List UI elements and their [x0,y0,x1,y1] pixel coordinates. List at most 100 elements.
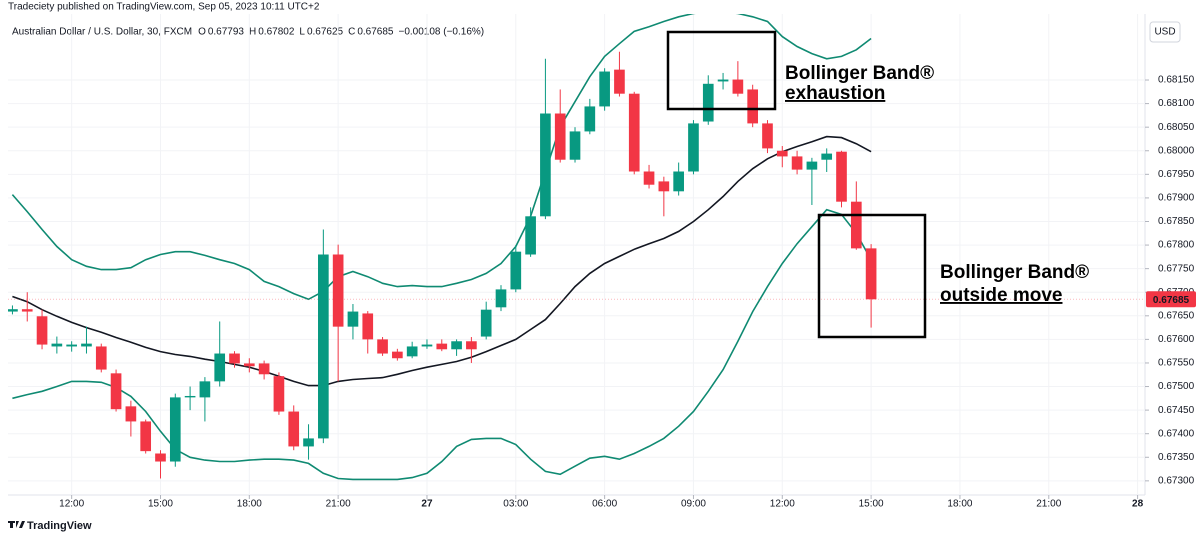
candle-body [406,346,418,357]
y-tick-label: 0.67600 [1158,334,1195,345]
candle-body [66,344,77,347]
x-tick-label: 15:00 [859,499,884,510]
candle-body [732,79,744,94]
candle-body [199,381,211,398]
y-tick-label: 0.68150 [1158,75,1195,86]
candle-body [436,343,448,350]
x-tick-label: 06:00 [592,499,617,510]
candle-body [569,131,581,160]
candle-body [288,411,300,447]
y-tick-label: 0.67750 [1158,263,1195,274]
x-tick-label: 27 [421,499,433,510]
candle-body [466,341,477,350]
y-tick-label: 0.67450 [1158,405,1195,416]
candle-body [51,343,63,347]
candle-body [688,123,699,172]
publisher-header: Tradeciety published on TradingView.com,… [8,2,320,13]
ohlc-value: 0.67793 [208,27,245,38]
y-tick-label: 0.67400 [1158,428,1195,439]
x-tick-label: 15:00 [148,499,173,510]
y-tick-label: 0.68050 [1158,122,1195,133]
annotation-box [666,30,777,111]
y-tick-label: 0.68000 [1158,145,1195,156]
candle-body [495,289,507,308]
x-tick-label: 03:00 [503,499,528,510]
price-change: −0.00108 (−0.16%) [399,27,485,38]
candle-body [658,181,670,192]
y-tick-label: 0.67650 [1158,310,1195,321]
y-tick-label: 0.68100 [1158,98,1195,109]
ohlc-value: 0.67802 [258,27,295,38]
x-tick-label: 28 [1132,499,1144,510]
plot-area [8,14,1145,495]
ohlc-value: 0.67625 [307,27,344,38]
candle-body [95,346,107,370]
x-tick-label: 12:00 [59,499,84,510]
candle-body [214,353,226,382]
candle-body [229,353,240,364]
y-tick-label: 0.67800 [1158,240,1195,251]
y-tick-label: 0.67500 [1158,381,1195,392]
candle-body [258,363,270,375]
candle-body [673,171,684,192]
candle-body [850,201,862,249]
band-line [12,208,872,481]
y-tick-label: 0.67300 [1158,475,1195,486]
candle-body [362,313,374,340]
ohlc-value: 0.67685 [357,27,394,38]
candle-body [791,156,803,170]
symbol-legend: Australian Dollar / U.S. Dollar, 30, FXC… [12,27,484,38]
candle-body [480,309,492,337]
candle-body [762,123,773,149]
y-tick-label: 0.67900 [1158,193,1195,204]
annotation-text: exhaustion [785,83,885,104]
y-tick-label: 0.67950 [1158,169,1195,180]
last-price-box [1146,291,1196,308]
candle-body [614,69,625,94]
annotation-text: Bollinger Band® [940,262,1089,283]
y-tick-label: 0.67350 [1158,452,1195,463]
brand-logo [8,521,25,528]
candle-body [155,453,166,462]
candle-body [584,106,596,132]
brand-name: TradingView [27,520,92,532]
band-line [12,135,872,387]
candle-body [81,343,92,347]
candle-body [140,421,152,452]
currency-label: USD [1154,27,1175,38]
x-tick-label: 09:00 [681,499,706,510]
candle-body [110,373,122,410]
band-line [11,14,872,301]
symbol-name: Australian Dollar / U.S. Dollar, 30, FXC… [12,27,192,38]
x-tick-label: 18:00 [947,499,972,510]
candle-body [8,309,18,312]
ohlc-label: H [249,27,256,38]
candle-body [332,254,344,327]
candle-body [392,351,403,359]
x-tick-label: 18:00 [237,499,262,510]
candle-body [510,251,522,290]
candle-body [421,344,433,347]
candle-body [628,93,640,172]
candle-body [717,79,729,82]
annotation-text: outside move [940,285,1062,306]
candle-body [776,150,788,157]
candle-body [347,311,359,327]
ohlc-label: C [348,27,355,38]
annotation-box [817,213,927,339]
candle-body [318,254,329,439]
candle-body [599,71,610,107]
candle-body [554,113,566,160]
y-tick-label: 0.67550 [1158,358,1195,369]
ohlc-label: O [198,27,206,38]
y-tick-label: 0.67850 [1158,216,1195,227]
ohlc-label: L [299,27,305,38]
candle-body [125,406,137,422]
candle-body [643,171,655,185]
candle-body [273,376,285,412]
candle-body [243,363,255,367]
candle-body [21,309,33,312]
candle-body [36,316,48,345]
x-tick-label: 21:00 [1036,499,1061,510]
